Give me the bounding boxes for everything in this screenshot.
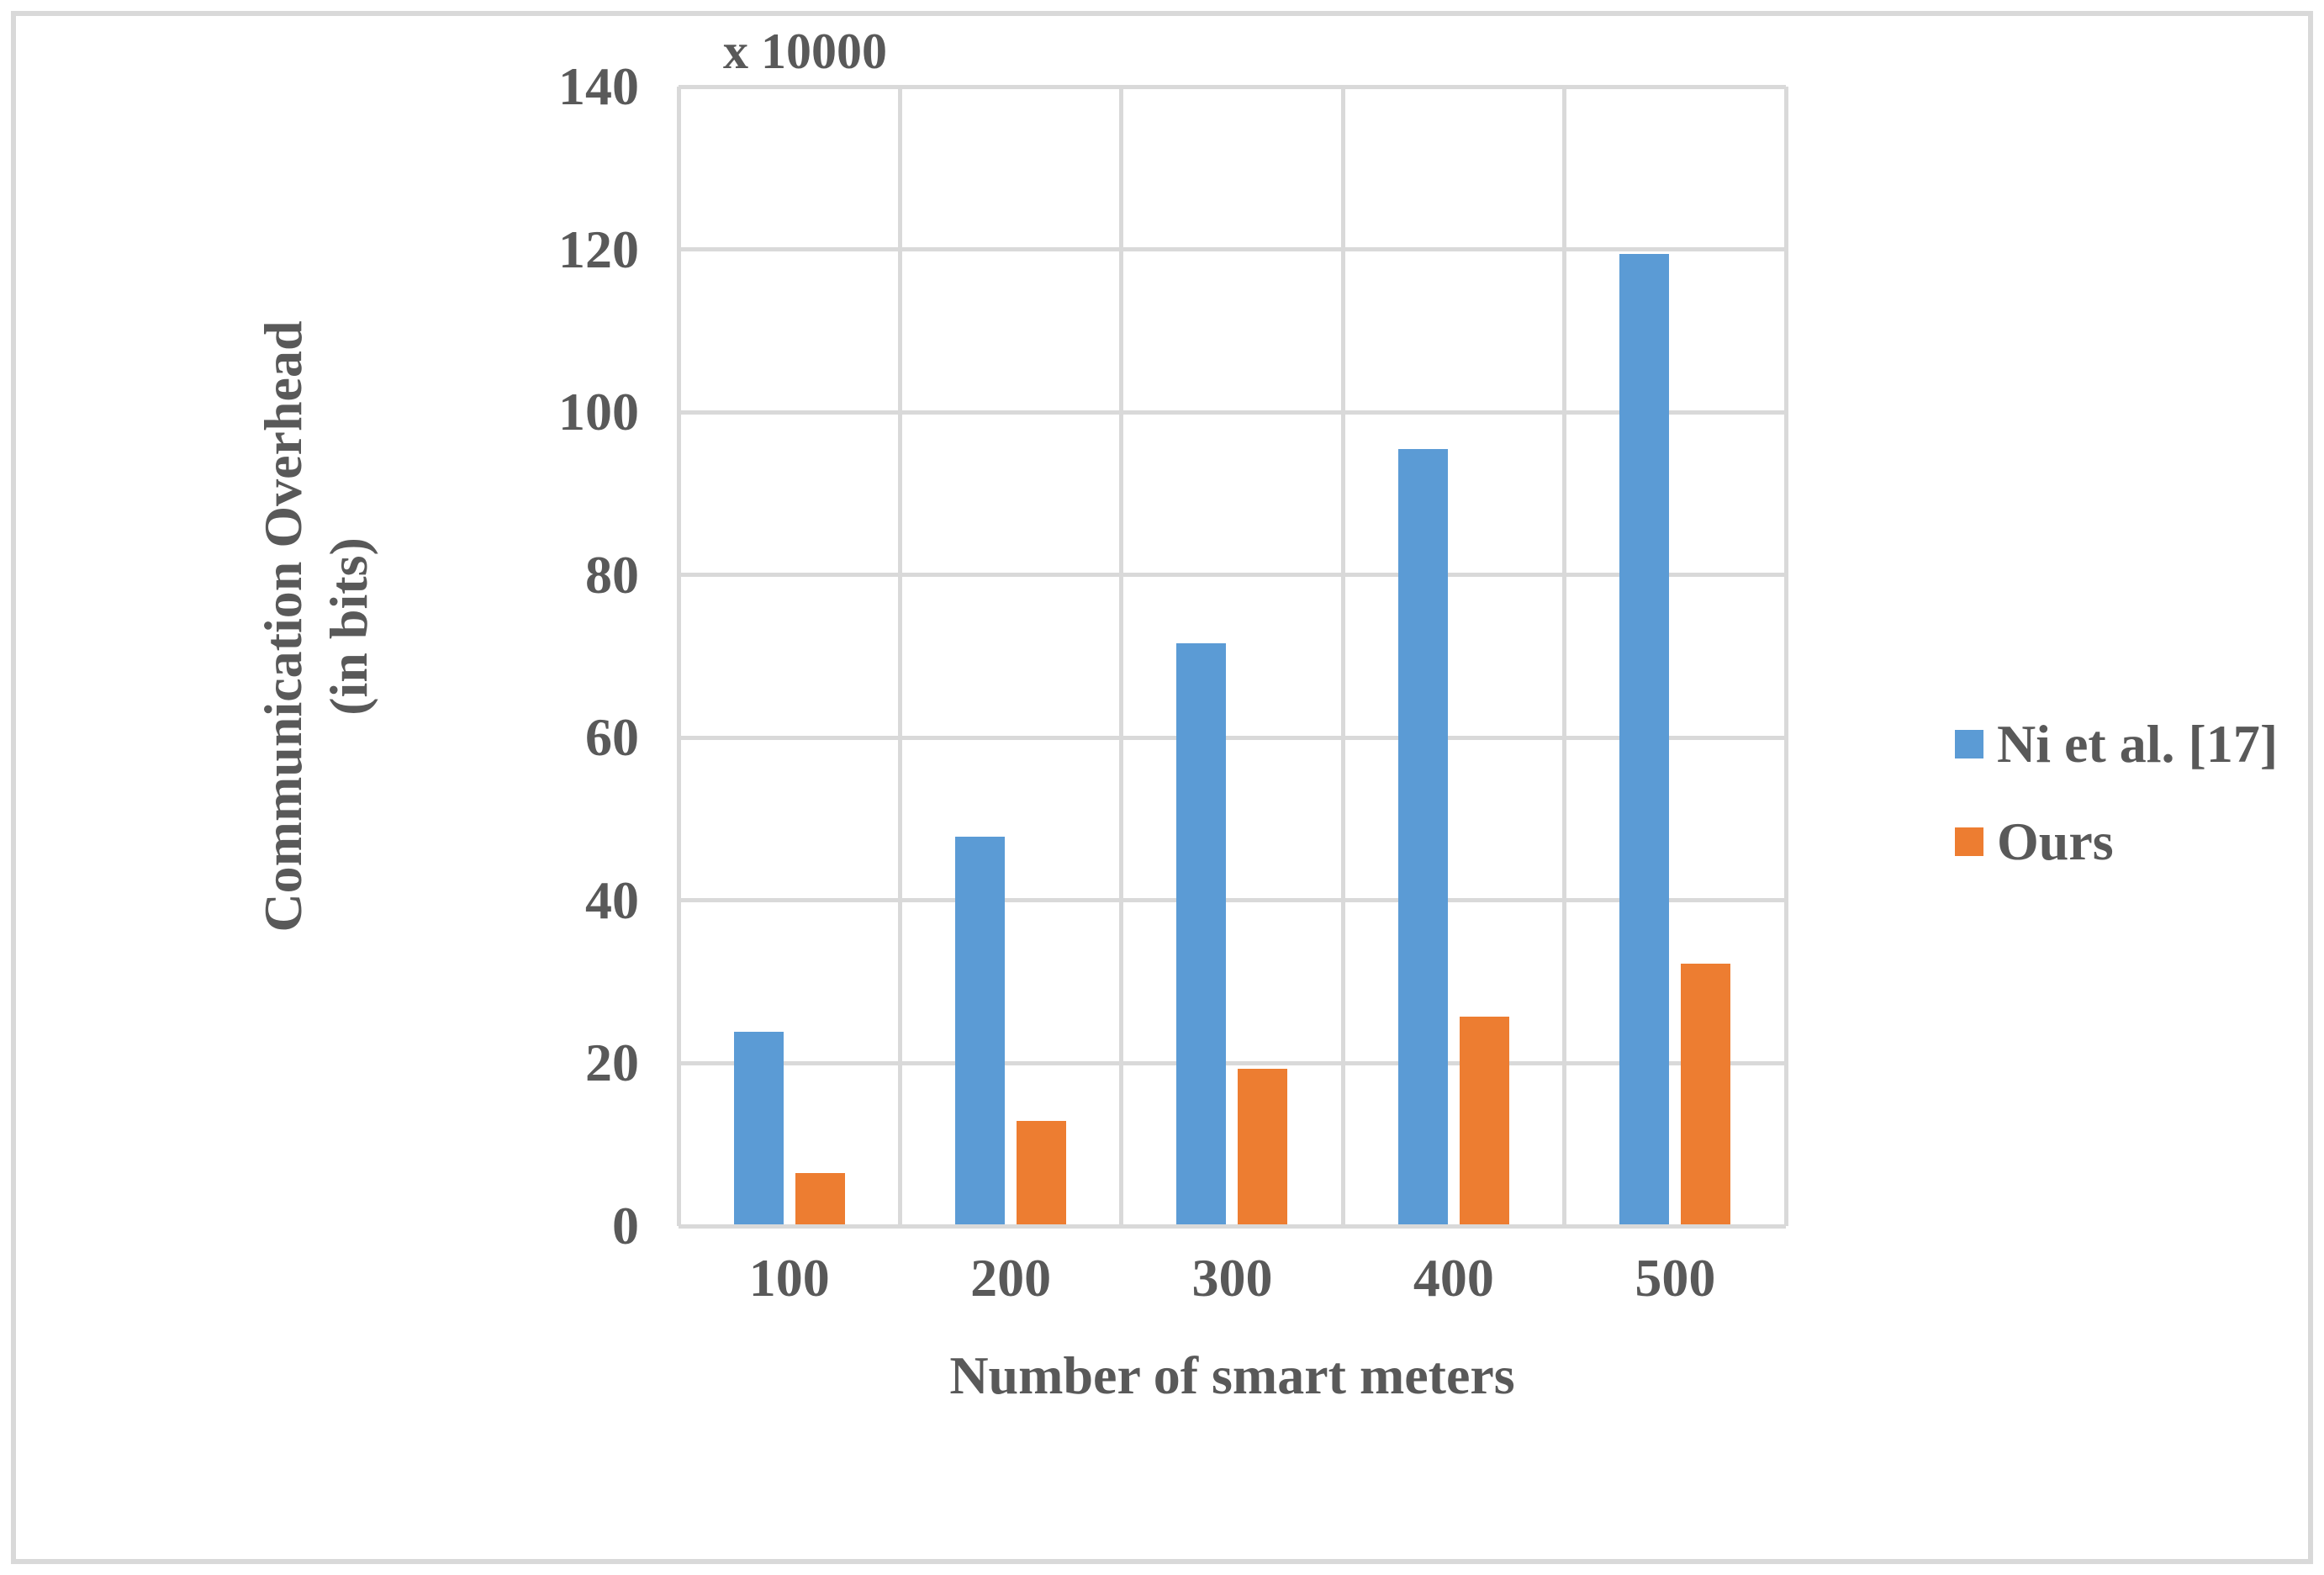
bar-ours: [1459, 1017, 1509, 1226]
gridline-horizontal: [679, 1060, 1786, 1065]
gridline-vertical: [1562, 87, 1567, 1226]
legend-label: Ours: [1997, 811, 2114, 871]
bar-group-100: [679, 87, 900, 1226]
x-axis-tick-label: 300: [1191, 1248, 1273, 1308]
gridline-vertical: [1119, 87, 1124, 1226]
bar-ni-et-al-17: [733, 1031, 784, 1226]
bar-ni-et-al-17: [955, 837, 1006, 1226]
y-axis-tick-label: 20: [585, 1033, 639, 1093]
gridline-vertical: [1783, 87, 1788, 1226]
bar-ours: [1017, 1121, 1067, 1226]
bar-group-400: [1343, 87, 1564, 1226]
legend: Ni et al. [17] Ours: [1955, 716, 2278, 869]
y-axis-tick-label: 0: [612, 1196, 639, 1255]
axis-multiplier-label: x 10000: [723, 24, 887, 79]
bar-ours: [795, 1173, 845, 1226]
gridline-horizontal: [679, 573, 1786, 578]
bar-ours: [1238, 1069, 1288, 1226]
plot-area: [676, 84, 1788, 1229]
x-axis-tick-label: 200: [970, 1248, 1052, 1308]
bar-group-300: [1122, 87, 1343, 1226]
x-axis-tick-label: 100: [748, 1248, 830, 1308]
gridline-vertical: [1340, 87, 1345, 1226]
y-axis-tick-label: 120: [558, 219, 639, 279]
y-axis-tick-label: 80: [585, 544, 639, 605]
x-axis-tick-label: 500: [1635, 1248, 1716, 1308]
bar-ours: [1681, 964, 1731, 1226]
bar-ni-et-al-17: [1619, 254, 1670, 1226]
bar-group-200: [900, 87, 1121, 1226]
bar-ni-et-al-17: [1397, 448, 1448, 1226]
legend-swatch-icon: [1955, 730, 1983, 758]
figure-border: [11, 11, 2313, 1564]
gridline-horizontal: [679, 735, 1786, 740]
bar-ni-et-al-17: [1176, 643, 1227, 1226]
y-axis-tick-labels: 0 20 40 60 80 100 120 140: [0, 60, 679, 1253]
legend-label: Ni et al. [17]: [1997, 714, 2279, 774]
legend-item: Ni et al. [17]: [1955, 716, 2278, 772]
y-axis-tick-label: 40: [585, 869, 639, 930]
x-axis-title: Number of smart meters: [949, 1345, 1515, 1405]
x-axis-tick-label: 400: [1413, 1248, 1494, 1308]
y-axis-tick-label: 140: [558, 56, 639, 116]
gridline-horizontal: [679, 410, 1786, 415]
legend-swatch-icon: [1955, 827, 1983, 856]
y-axis-tick-label: 60: [585, 707, 639, 768]
gridline-horizontal: [679, 84, 1786, 89]
y-axis-line: [676, 87, 681, 1226]
legend-item: Ours: [1955, 814, 2278, 869]
gridline-vertical: [897, 87, 902, 1226]
gridline-horizontal: [679, 898, 1786, 903]
gridline-horizontal: [679, 247, 1786, 252]
bar-group-500: [1565, 87, 1786, 1226]
x-axis-tick-labels: 100 200 300 400 500: [679, 1250, 1786, 1306]
y-axis-tick-label: 100: [558, 382, 639, 442]
x-axis-line: [679, 1224, 1786, 1229]
